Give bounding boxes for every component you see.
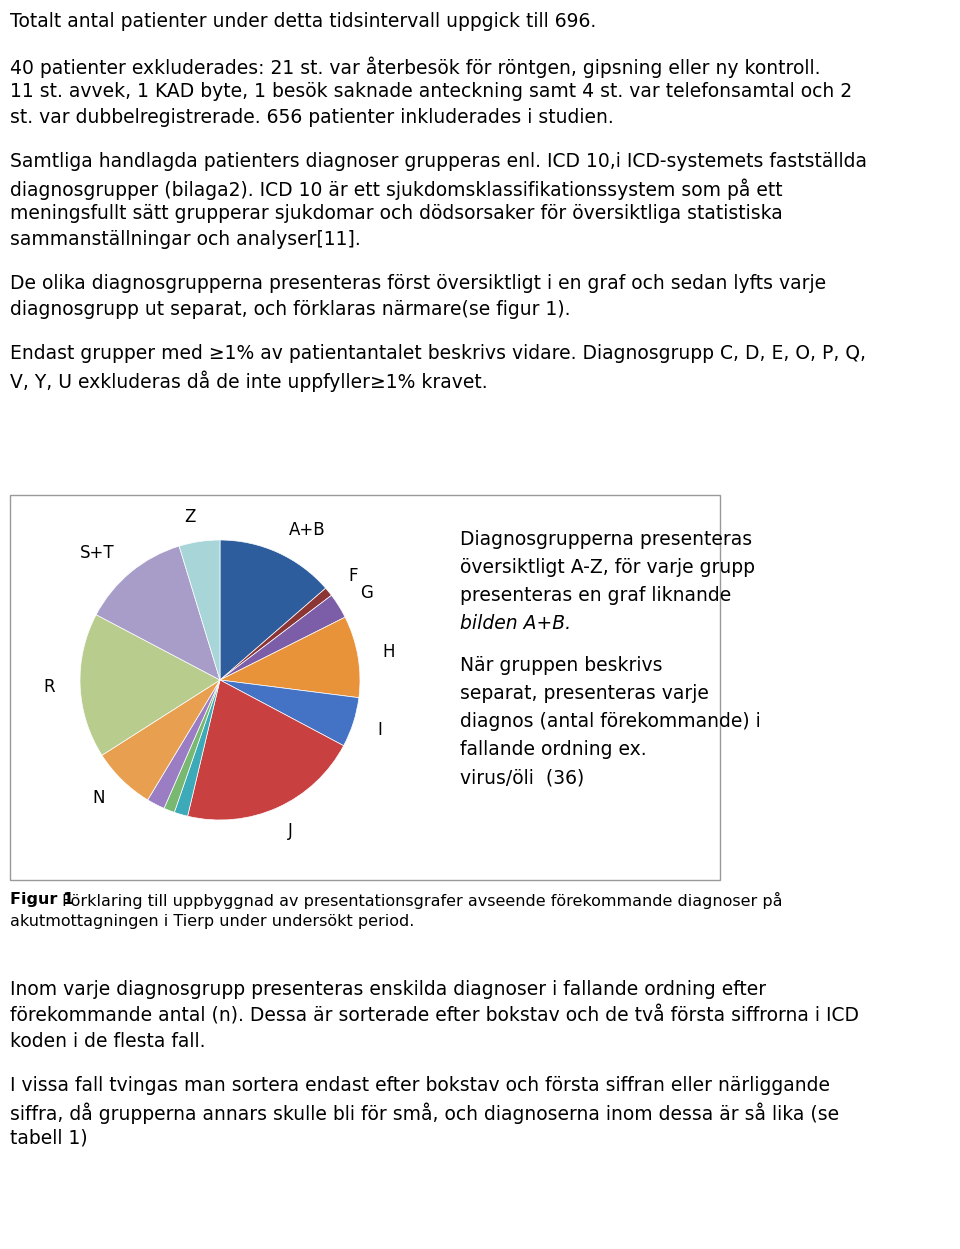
Text: siffra, då grupperna annars skulle bli för små, och diagnoserna inom dessa är så: siffra, då grupperna annars skulle bli f… [10, 1102, 839, 1124]
Wedge shape [148, 679, 220, 808]
Text: S+T: S+T [80, 543, 115, 562]
Text: De olika diagnosgrupperna presenteras först översiktligt i en graf och sedan lyf: De olika diagnosgrupperna presenteras fö… [10, 274, 827, 294]
Text: översiktligt A-Z, för varje grupp: översiktligt A-Z, för varje grupp [460, 558, 755, 577]
Text: 11 st. avvek, 1 KAD byte, 1 besök saknade anteckning samt 4 st. var telefonsamta: 11 st. avvek, 1 KAD byte, 1 besök saknad… [10, 82, 852, 101]
Text: F: F [348, 567, 358, 585]
Text: Figur 1: Figur 1 [10, 892, 74, 907]
Text: G: G [360, 583, 373, 602]
Text: virus/öli  (36): virus/öli (36) [460, 768, 585, 787]
Text: Inom varje diagnosgrupp presenteras enskilda diagnoser i fallande ordning efter: Inom varje diagnosgrupp presenteras ensk… [10, 980, 766, 999]
Wedge shape [220, 596, 345, 679]
Text: Diagnosgrupperna presenteras: Diagnosgrupperna presenteras [460, 530, 752, 550]
Wedge shape [175, 679, 220, 816]
Wedge shape [102, 679, 220, 799]
Wedge shape [187, 679, 344, 821]
Text: I: I [377, 721, 382, 739]
Bar [10, 495, 720, 881]
Text: förekommande antal (n). Dessa är sorterade efter bokstav och de två första siffr: förekommande antal (n). Dessa är sortera… [10, 1005, 859, 1025]
Text: akutmottagningen i Tierp under undersökt period.: akutmottagningen i Tierp under undersökt… [10, 914, 415, 929]
Wedge shape [220, 540, 325, 679]
Wedge shape [164, 679, 220, 812]
Text: presenteras en graf liknande: presenteras en graf liknande [460, 586, 732, 605]
Text: st. var dubbelregistrerade. 656 patienter inkluderades i studien.: st. var dubbelregistrerade. 656 patiente… [10, 107, 613, 127]
Text: separat, presenteras varje: separat, presenteras varje [460, 684, 708, 703]
Text: Förklaring till uppbyggnad av presentationsgrafer avseende förekommande diagnose: Förklaring till uppbyggnad av presentati… [62, 892, 782, 909]
Text: När gruppen beskrivs: När gruppen beskrivs [460, 656, 662, 674]
Text: Totalt antal patienter under detta tidsintervall uppgick till 696.: Totalt antal patienter under detta tidsi… [10, 12, 596, 31]
Text: H: H [383, 643, 396, 661]
Wedge shape [220, 617, 360, 698]
Wedge shape [220, 679, 359, 746]
Text: V, Y, U exkluderas då de inte uppfyller≥1% kravet.: V, Y, U exkluderas då de inte uppfyller≥… [10, 370, 488, 391]
Text: tabell 1): tabell 1) [10, 1128, 87, 1147]
Text: 40 patienter exkluderades: 21 st. var återbesök för röntgen, gipsning eller ny k: 40 patienter exkluderades: 21 st. var åt… [10, 56, 821, 77]
Text: I vissa fall tvingas man sortera endast efter bokstav och första siffran eller n: I vissa fall tvingas man sortera endast … [10, 1075, 830, 1095]
Text: R: R [43, 678, 55, 696]
Text: koden i de flesta fall.: koden i de flesta fall. [10, 1032, 205, 1050]
Text: meningsfullt sätt grupperar sjukdomar och dödsorsaker för översiktliga statistis: meningsfullt sätt grupperar sjukdomar oc… [10, 204, 782, 224]
Text: sammanställningar och analyser[11].: sammanställningar och analyser[11]. [10, 230, 361, 249]
Wedge shape [220, 588, 331, 679]
Text: J: J [288, 822, 293, 839]
Text: bilden A+B.: bilden A+B. [460, 615, 571, 633]
Text: Z: Z [184, 507, 196, 526]
Text: A+B: A+B [289, 521, 325, 538]
Wedge shape [180, 540, 220, 679]
Wedge shape [80, 615, 220, 756]
Wedge shape [96, 546, 220, 679]
Text: diagnos (antal förekommande) i: diagnos (antal förekommande) i [460, 712, 760, 731]
Text: N: N [92, 789, 105, 807]
Text: diagnosgrupper (bilaga2). ICD 10 är ett sjukdomsklassifikationssystem som på ett: diagnosgrupper (bilaga2). ICD 10 är ett … [10, 179, 782, 200]
Text: Samtliga handlagda patienters diagnoser grupperas enl. ICD 10,i ICD-systemets fa: Samtliga handlagda patienters diagnoser … [10, 152, 867, 171]
Text: fallande ordning ex.: fallande ordning ex. [460, 739, 647, 759]
Text: diagnosgrupp ut separat, och förklaras närmare(se figur 1).: diagnosgrupp ut separat, och förklaras n… [10, 300, 570, 318]
Text: Endast grupper med ≥1% av patientantalet beskrivs vidare. Diagnosgrupp C, D, E, : Endast grupper med ≥1% av patientantalet… [10, 343, 866, 363]
